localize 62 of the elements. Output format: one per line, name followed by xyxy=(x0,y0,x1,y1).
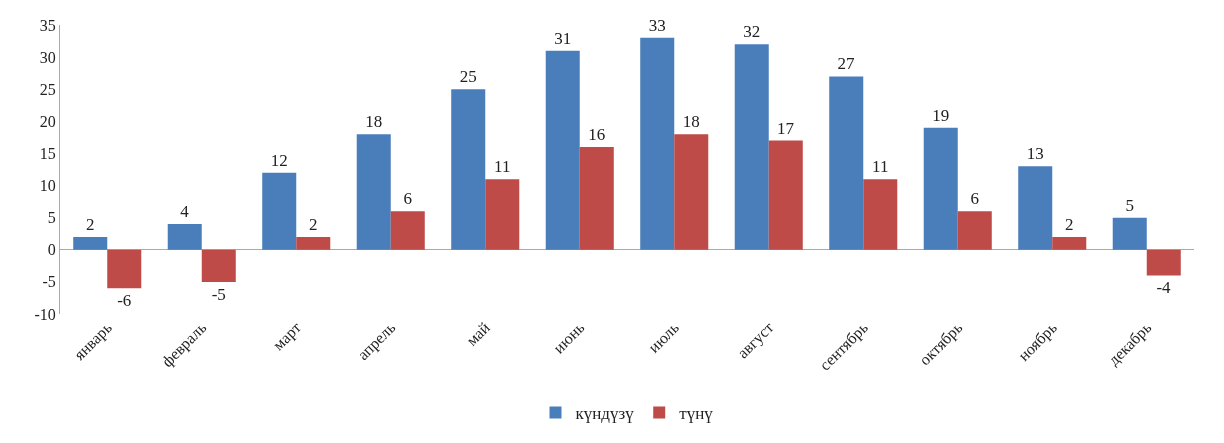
data-label: 18 xyxy=(682,112,700,132)
data-label: 18 xyxy=(365,112,383,132)
x-tick-label: июль xyxy=(644,318,683,356)
bar xyxy=(1112,217,1147,250)
data-label: 11 xyxy=(494,157,511,177)
data-label: 6 xyxy=(970,189,980,209)
data-label: 32 xyxy=(743,22,761,42)
bar xyxy=(107,249,142,289)
data-label: 27 xyxy=(837,54,855,74)
bar xyxy=(262,172,297,250)
bar xyxy=(167,224,202,250)
data-label: -6 xyxy=(117,291,132,311)
bar xyxy=(545,50,580,250)
data-label: 12 xyxy=(270,150,288,170)
bar xyxy=(390,211,425,250)
data-label: -5 xyxy=(211,284,226,304)
bar xyxy=(1052,236,1087,250)
data-label: 31 xyxy=(554,28,572,48)
legend-label: түнү xyxy=(679,404,714,424)
data-label: 6 xyxy=(403,189,413,209)
bar xyxy=(356,134,391,250)
data-label: 5 xyxy=(1125,195,1134,215)
bar xyxy=(829,76,864,250)
bar xyxy=(957,211,992,250)
y-tick-label: 15 xyxy=(39,145,56,163)
bar xyxy=(485,179,520,250)
bar xyxy=(1146,249,1181,276)
y-tick-label: -5 xyxy=(42,273,56,291)
y-tick-label: 0 xyxy=(47,241,56,259)
data-label: 2 xyxy=(309,214,318,234)
bar xyxy=(863,179,898,250)
y-tick-label: 25 xyxy=(39,80,56,98)
data-label: 2 xyxy=(1065,214,1074,234)
bar xyxy=(640,37,675,250)
bar xyxy=(451,89,486,250)
bar xyxy=(201,249,236,282)
bar xyxy=(674,134,709,250)
y-tick-label: 20 xyxy=(39,112,56,130)
y-tick-label: 10 xyxy=(39,177,56,195)
y-tick-label: 35 xyxy=(39,16,56,34)
data-label: 33 xyxy=(648,15,666,35)
data-label: -4 xyxy=(1156,278,1172,298)
data-label: 16 xyxy=(588,125,606,145)
data-label: 13 xyxy=(1026,144,1044,164)
bar xyxy=(734,44,769,250)
bar xyxy=(768,140,803,250)
y-tick-label: 30 xyxy=(39,48,56,66)
data-label: 25 xyxy=(459,67,477,87)
bar xyxy=(579,147,614,250)
bar xyxy=(1018,166,1053,250)
data-label: 19 xyxy=(932,105,950,125)
bar xyxy=(923,127,958,250)
x-tick-label: май xyxy=(462,318,494,349)
legend-label: күндүзү xyxy=(575,404,635,424)
y-tick-label: -10 xyxy=(34,305,56,323)
bar xyxy=(73,236,108,250)
bar xyxy=(296,236,331,250)
data-label: 4 xyxy=(180,202,190,222)
data-label: 17 xyxy=(777,118,795,138)
y-tick-label: 5 xyxy=(47,209,56,227)
data-label: 11 xyxy=(872,157,889,177)
data-label: 2 xyxy=(85,214,95,234)
